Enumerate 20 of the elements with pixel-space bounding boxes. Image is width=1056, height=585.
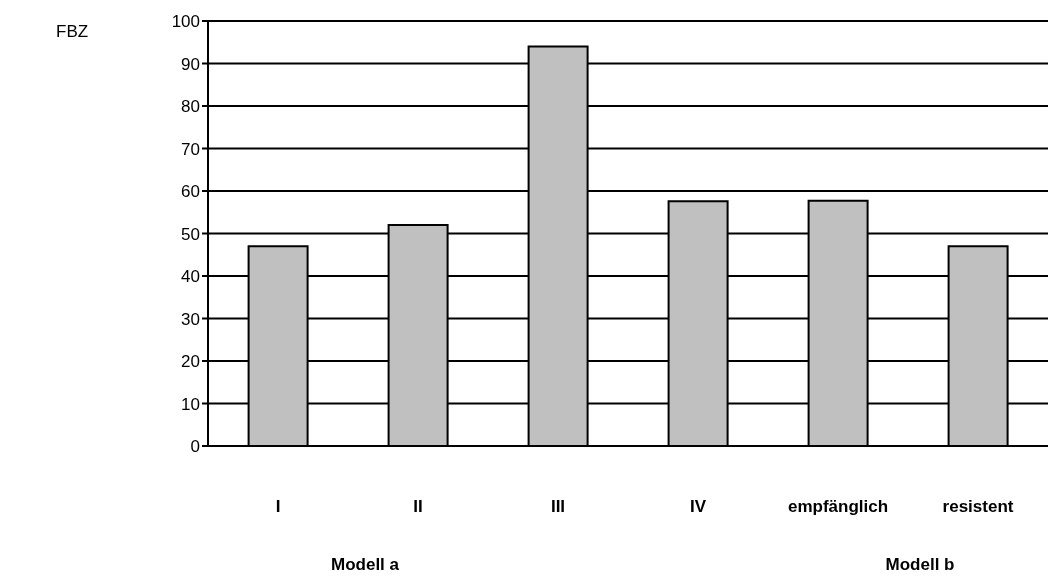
y-tick-label: 70 bbox=[181, 139, 200, 159]
x-tick-label: resistent bbox=[942, 497, 1014, 516]
y-tick-label: 90 bbox=[181, 54, 200, 74]
x-tick-label: IV bbox=[689, 497, 707, 516]
y-tick-label: 50 bbox=[181, 224, 200, 244]
y-axis-title: FBZ bbox=[56, 22, 89, 42]
y-tick-label: 0 bbox=[190, 437, 200, 457]
text: Modell b bbox=[885, 555, 955, 575]
y-tick-label: 80 bbox=[181, 97, 200, 117]
y-tick-label: 100 bbox=[171, 12, 200, 32]
y-tick-label: 40 bbox=[181, 267, 200, 287]
x-tick-label: empfänglich bbox=[787, 497, 889, 516]
x-tick-label: III bbox=[550, 497, 566, 516]
text: Modell a bbox=[330, 555, 400, 575]
x-tick-label: I bbox=[275, 497, 281, 516]
y-tick-label: 60 bbox=[181, 182, 200, 202]
x-tick-label: II bbox=[413, 497, 423, 516]
y-tick-label: 10 bbox=[181, 394, 200, 414]
y-tick-label: 30 bbox=[181, 309, 200, 329]
y-tick-label: 20 bbox=[181, 352, 200, 372]
